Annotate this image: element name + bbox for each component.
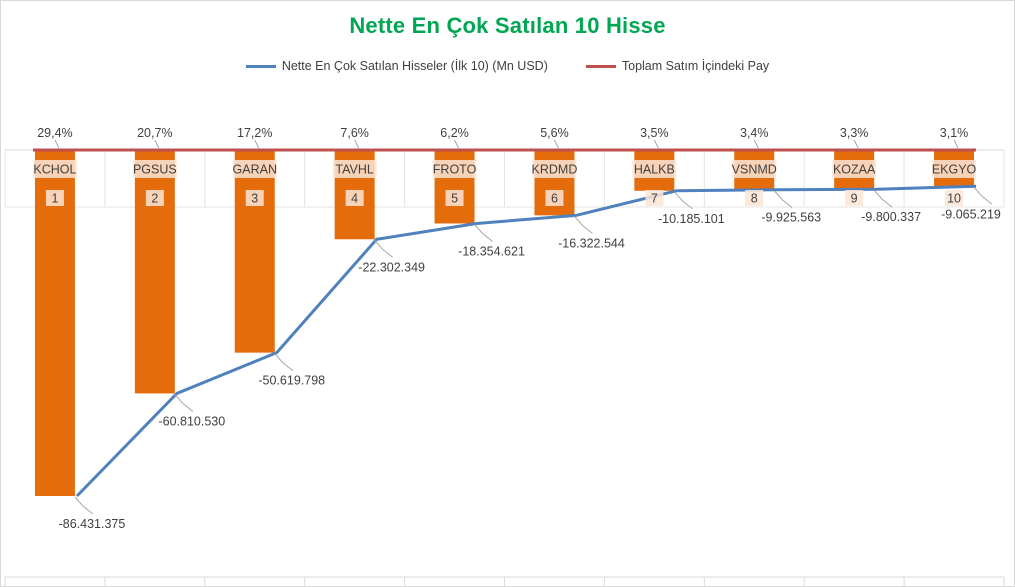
share-data-label: 3,3% xyxy=(840,126,869,140)
share-data-label: 20,7% xyxy=(137,126,172,140)
volume-leader-line xyxy=(873,189,893,208)
volume-data-label: -9.925.563 xyxy=(761,211,821,225)
tick-label-bg xyxy=(432,160,477,178)
bar-pgsus xyxy=(134,150,175,394)
share-leader-line xyxy=(953,139,959,149)
share-data-label: 7,6% xyxy=(340,126,369,140)
legend-label-share: Toplam Satım İçindeki Pay xyxy=(621,59,770,73)
tick-label-vsnmd: VSNMD xyxy=(732,163,777,177)
legend-label-volume: Nette En Çok Satılan Hisseler (İlk 10) (… xyxy=(281,59,548,73)
volume-series-line xyxy=(75,184,977,498)
tick-label-bg xyxy=(532,160,577,178)
volume-data-label: -60.810.530 xyxy=(158,414,225,428)
rank-label-bg xyxy=(845,190,864,206)
rank-label-bg xyxy=(945,190,964,206)
rank-label: 10 xyxy=(947,192,961,206)
rank-label-bg xyxy=(745,190,764,206)
tick-label-bg xyxy=(832,160,877,178)
volume-data-label: -86.431.375 xyxy=(59,517,126,531)
tick-label-tavhl: TAVHL xyxy=(335,163,373,177)
volume-data-label: -10.185.101 xyxy=(658,212,725,226)
rank-label-bg xyxy=(345,190,364,206)
volume-leader-line xyxy=(74,496,94,515)
share-data-label: 6,2% xyxy=(440,126,469,140)
rank-label: 8 xyxy=(751,192,758,206)
volume-leader-line xyxy=(374,239,393,258)
volume-leader-line xyxy=(673,191,693,210)
volume-data-label: -9.065.219 xyxy=(941,207,1001,221)
tick-label-bg xyxy=(232,160,277,178)
share-data-label: 5,6% xyxy=(540,126,569,140)
rank-label: 2 xyxy=(151,192,158,206)
tick-label-bg xyxy=(332,160,377,178)
chart-legend: Nette En Çok Satılan Hisseler (İlk 10) (… xyxy=(1,59,1014,73)
tick-label-froto: FROTO xyxy=(433,163,477,177)
legend-swatch-volume xyxy=(245,64,276,68)
share-leader-line xyxy=(554,139,559,149)
tick-label-bg xyxy=(132,160,177,178)
volume-leader-line xyxy=(973,186,993,205)
rank-label-bg xyxy=(45,190,64,206)
volume-data-label: -50.619.798 xyxy=(258,374,325,388)
rank-label: 4 xyxy=(351,192,358,206)
share-data-label: 29,4% xyxy=(37,126,72,140)
tick-label-ekgyo: EKGYO xyxy=(932,163,977,177)
share-leader-line xyxy=(54,139,60,149)
legend-swatch-share xyxy=(585,64,616,68)
tick-label-bg xyxy=(932,160,977,178)
rank-label: 7 xyxy=(651,192,658,206)
rank-label: 9 xyxy=(851,192,858,206)
volume-data-label: -16.322.544 xyxy=(558,236,625,250)
volume-leader-line xyxy=(274,353,294,372)
volume-leader-line xyxy=(174,394,194,412)
tick-label-krdmd: KRDMD xyxy=(532,163,578,177)
legend-item-share: Toplam Satım İçindeki Pay xyxy=(585,59,770,73)
rank-label-bg xyxy=(645,190,664,206)
share-leader-line xyxy=(154,139,160,149)
tick-label-kozaa: KOZAA xyxy=(833,163,876,177)
legend-item-volume: Nette En Çok Satılan Hisseler (İlk 10) (… xyxy=(245,59,548,73)
volume-data-label: -22.302.349 xyxy=(358,260,425,274)
rank-label-bg xyxy=(245,190,264,206)
chart-title: Nette En Çok Satılan 10 Hisse xyxy=(349,13,666,38)
share-leader-line xyxy=(753,139,759,149)
rank-label: 3 xyxy=(251,192,258,206)
tick-label-bg xyxy=(32,160,77,178)
volume-leader-line xyxy=(574,216,593,234)
bar-kchol xyxy=(34,150,75,496)
volume-leader-line xyxy=(773,190,793,209)
share-leader-line xyxy=(254,139,260,149)
share-data-label: 3,1% xyxy=(940,126,969,140)
tick-label-bg xyxy=(732,160,777,178)
share-leader-line xyxy=(354,139,360,149)
tick-label-kchol: KCHOL xyxy=(33,163,76,177)
share-data-label: 17,2% xyxy=(237,126,272,140)
volume-data-label: -18.354.621 xyxy=(458,244,525,258)
rank-label: 1 xyxy=(51,192,58,206)
tick-label-pgsus: PGSUS xyxy=(133,163,177,177)
rank-label-bg xyxy=(545,190,564,206)
tick-label-garan: GARAN xyxy=(233,163,277,177)
volume-leader-line xyxy=(474,224,493,242)
share-leader-line xyxy=(454,139,459,149)
tick-label-halkb: HALKB xyxy=(634,163,675,177)
share-data-label: 3,4% xyxy=(740,126,769,140)
rank-label-bg xyxy=(445,190,464,206)
bar-garan xyxy=(234,150,275,353)
rank-label-bg xyxy=(145,190,164,206)
share-data-label: 3,5% xyxy=(640,126,669,140)
share-leader-line xyxy=(853,139,859,149)
share-leader-line xyxy=(653,139,659,149)
tick-label-bg xyxy=(632,160,677,178)
rank-label: 5 xyxy=(451,192,458,206)
rank-label: 6 xyxy=(551,192,558,206)
volume-data-label: -9.800.337 xyxy=(861,210,921,224)
